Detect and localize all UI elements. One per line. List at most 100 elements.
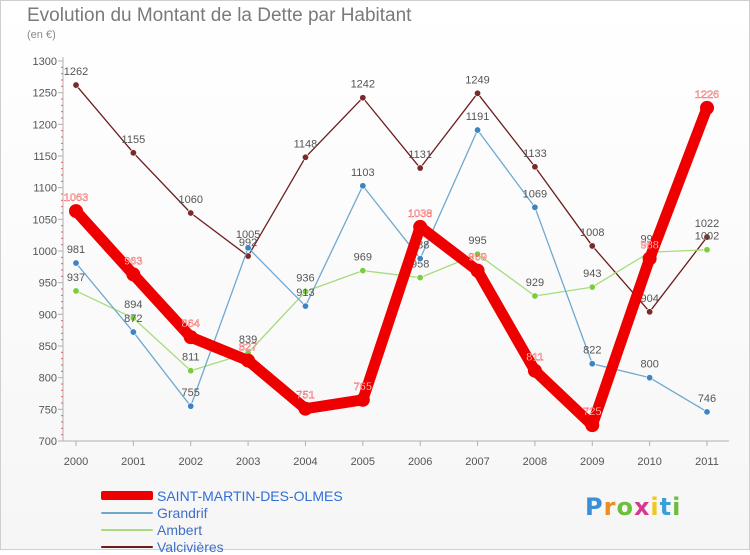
data-point <box>359 182 367 190</box>
data-point <box>129 149 137 157</box>
data-label: 800 <box>640 359 658 371</box>
y-tick-label: 950 <box>39 278 57 290</box>
data-label: 1069 <box>523 188 547 200</box>
logo-letter: i <box>650 493 660 521</box>
legend-swatch <box>101 545 153 548</box>
data-label: 963 <box>124 255 142 267</box>
data-label: 988 <box>640 240 658 252</box>
data-point <box>359 94 367 102</box>
data-label: 1038 <box>408 208 432 220</box>
x-tick-label: 2000 <box>64 456 88 468</box>
data-point <box>72 81 80 89</box>
data-point <box>703 408 711 416</box>
data-point <box>527 363 542 378</box>
x-tick-label: 2010 <box>637 456 661 468</box>
data-point <box>72 259 80 267</box>
x-tick-label: 2008 <box>523 456 547 468</box>
data-point <box>646 308 654 316</box>
data-label: 1155 <box>122 134 146 146</box>
legend-swatch <box>101 528 153 531</box>
chart-subtitle: (en €) <box>27 29 56 41</box>
data-label: 1060 <box>178 194 202 206</box>
data-label: 1103 <box>351 167 375 179</box>
data-point <box>416 255 424 263</box>
series-line <box>75 249 708 372</box>
data-point <box>416 274 424 282</box>
logo-letter: t <box>659 493 673 521</box>
data-label: 929 <box>526 277 544 289</box>
data-label: 937 <box>67 272 85 284</box>
data-point <box>298 401 313 416</box>
data-point <box>301 302 309 310</box>
data-point <box>129 328 137 336</box>
data-point <box>531 203 539 211</box>
data-point <box>585 418 600 433</box>
y-tick-label: 1050 <box>33 214 57 226</box>
data-point <box>183 330 198 345</box>
x-tick-label: 2004 <box>293 456 317 468</box>
data-label: 872 <box>124 313 142 325</box>
y-tick-label: 850 <box>39 341 57 353</box>
data-label: 936 <box>296 273 314 285</box>
data-point <box>646 374 654 382</box>
data-label: 1242 <box>351 79 375 91</box>
data-point <box>474 250 482 258</box>
data-point <box>301 153 309 161</box>
data-label: 1063 <box>64 192 88 204</box>
legend-item: Valcivières <box>101 538 343 555</box>
data-label: 1148 <box>294 138 318 150</box>
data-label: 827 <box>239 342 257 354</box>
data-label: 1002 <box>695 231 719 243</box>
chart-title: Evolution du Montant de la Dette par Hab… <box>27 5 412 26</box>
legend-swatch <box>101 511 153 514</box>
logo-letter: r <box>603 493 617 521</box>
data-label: 1249 <box>465 74 489 86</box>
data-label: 811 <box>526 352 544 364</box>
data-label: 1226 <box>695 89 719 101</box>
data-point <box>588 360 596 368</box>
x-tick-label: 2002 <box>178 456 202 468</box>
data-point <box>187 367 195 375</box>
data-label: 822 <box>583 345 601 357</box>
data-point <box>129 314 137 322</box>
legend-label: Valcivières <box>157 538 224 555</box>
y-tick-label: 1300 <box>33 56 57 68</box>
data-point <box>531 163 539 171</box>
proxiti-logo: Proxiti <box>585 493 681 521</box>
y-tick-label: 800 <box>39 373 57 385</box>
y-tick-label: 1150 <box>33 151 57 163</box>
y-tick-label: 900 <box>39 309 57 321</box>
data-point <box>416 164 424 172</box>
logo-letter: o <box>616 493 634 521</box>
data-point <box>187 402 195 410</box>
data-label: 839 <box>239 334 257 346</box>
y-tick-label: 1100 <box>33 183 57 195</box>
data-point <box>703 246 711 254</box>
legend-swatch <box>101 491 153 500</box>
x-tick-label: 2001 <box>121 456 145 468</box>
data-label: 969 <box>468 252 486 264</box>
legend-item: SAINT-MARTIN-DES-OLMES <box>101 487 343 504</box>
legend-item: Ambert <box>101 521 343 538</box>
data-label: 1191 <box>466 111 490 123</box>
y-tick-label: 750 <box>39 404 57 416</box>
logo-letter: P <box>585 493 604 521</box>
data-point <box>703 233 711 241</box>
data-point <box>187 209 195 217</box>
chart-legend: SAINT-MARTIN-DES-OLMES Grandrif Ambert Valc… <box>101 487 343 555</box>
data-point <box>588 242 596 250</box>
data-label: 1262 <box>64 66 88 78</box>
data-point <box>700 100 714 115</box>
logo-letter: x <box>633 493 651 521</box>
data-label: 913 <box>296 287 314 299</box>
data-label: 1133 <box>523 148 547 160</box>
data-label: 943 <box>583 268 601 280</box>
y-tick-label: 1000 <box>33 246 57 258</box>
data-label: 958 <box>411 259 429 271</box>
x-tick-label: 2003 <box>236 456 260 468</box>
data-label: 1022 <box>695 218 719 230</box>
legend-label: Ambert <box>157 521 203 538</box>
data-point <box>241 353 256 368</box>
